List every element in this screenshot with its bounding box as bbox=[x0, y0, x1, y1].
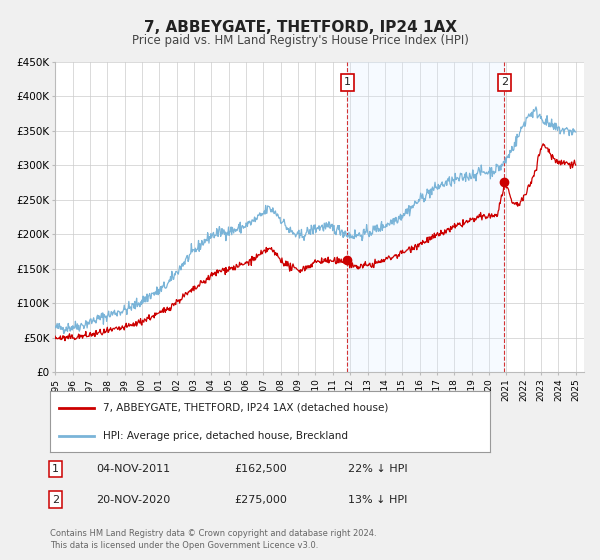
Text: 7, ABBEYGATE, THETFORD, IP24 1AX: 7, ABBEYGATE, THETFORD, IP24 1AX bbox=[143, 20, 457, 35]
Text: Contains HM Land Registry data © Crown copyright and database right 2024.: Contains HM Land Registry data © Crown c… bbox=[50, 529, 376, 538]
Text: Price paid vs. HM Land Registry's House Price Index (HPI): Price paid vs. HM Land Registry's House … bbox=[131, 34, 469, 46]
Text: 1: 1 bbox=[52, 464, 59, 474]
Text: HPI: Average price, detached house, Breckland: HPI: Average price, detached house, Brec… bbox=[103, 431, 347, 441]
Text: 04-NOV-2011: 04-NOV-2011 bbox=[96, 464, 170, 474]
Text: £275,000: £275,000 bbox=[234, 494, 287, 505]
Text: 20-NOV-2020: 20-NOV-2020 bbox=[96, 494, 170, 505]
Text: This data is licensed under the Open Government Licence v3.0.: This data is licensed under the Open Gov… bbox=[50, 541, 318, 550]
Text: 22% ↓ HPI: 22% ↓ HPI bbox=[348, 464, 407, 474]
Text: 13% ↓ HPI: 13% ↓ HPI bbox=[348, 494, 407, 505]
Text: 2: 2 bbox=[501, 77, 508, 87]
Text: 2: 2 bbox=[52, 494, 59, 505]
Text: 1: 1 bbox=[344, 77, 351, 87]
Text: 7, ABBEYGATE, THETFORD, IP24 1AX (detached house): 7, ABBEYGATE, THETFORD, IP24 1AX (detach… bbox=[103, 403, 388, 413]
Bar bbox=[347, 62, 505, 372]
Text: £162,500: £162,500 bbox=[234, 464, 287, 474]
